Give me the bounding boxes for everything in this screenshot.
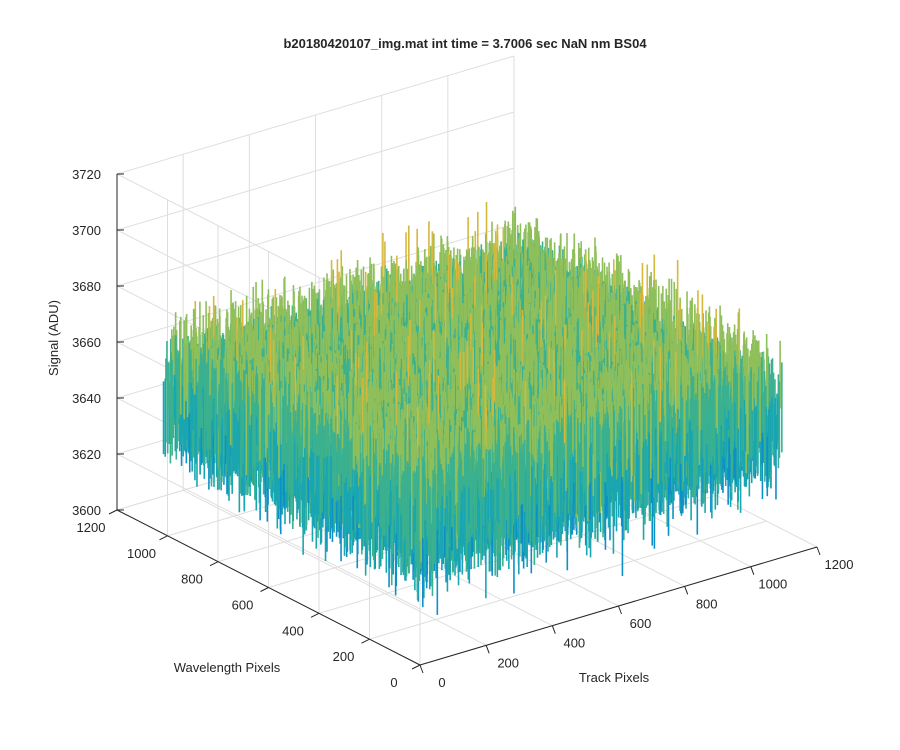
grid-line	[369, 520, 767, 640]
grid-line	[116, 111, 515, 231]
grid-line	[116, 167, 515, 287]
grid-line	[116, 55, 515, 175]
grid-line	[116, 453, 421, 610]
surface-layer	[162, 201, 783, 615]
